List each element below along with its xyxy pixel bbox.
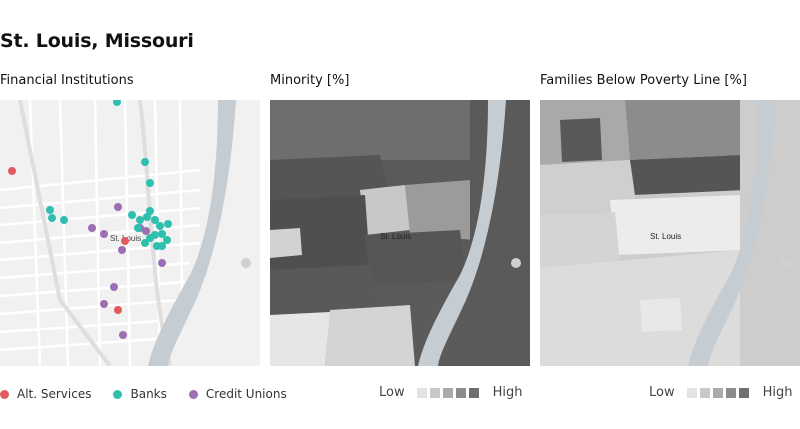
minority-canvas: St. Louis (270, 100, 530, 366)
tract (270, 265, 380, 315)
panel-title-financial-institutions: Financial Institutions (0, 73, 134, 88)
scale-swatch (699, 387, 710, 398)
tract (625, 100, 740, 160)
river-marker (511, 258, 521, 268)
alt-services-point[interactable] (121, 237, 129, 245)
scale-low-label: Low (649, 385, 675, 400)
credit-unions-point[interactable] (110, 283, 118, 291)
scale-swatch (429, 387, 440, 398)
panel-title-minority: Minority [%] (270, 73, 350, 88)
credit-unions-point[interactable] (118, 246, 126, 254)
panel-title-poverty: Families Below Poverty Line [%] (540, 73, 747, 88)
tract (325, 305, 415, 366)
tract (270, 100, 470, 160)
scale-swatch (468, 387, 479, 398)
scale-high-label: High (762, 385, 793, 400)
highway (18, 100, 112, 366)
banks-point[interactable] (134, 224, 142, 232)
legend-item-alt-services[interactable]: Alt. Services (0, 387, 91, 401)
credit-unions-point[interactable] (114, 203, 122, 211)
tract (470, 100, 530, 366)
tract (610, 195, 745, 255)
street-grid (0, 100, 201, 366)
credit-unions-point[interactable] (158, 259, 166, 267)
credit-unions-point[interactable] (88, 224, 96, 232)
scale-swatch (738, 387, 749, 398)
legend-item-credit-unions[interactable]: Credit Unions (188, 387, 287, 401)
banks-point[interactable] (136, 216, 144, 224)
banks-point[interactable] (146, 179, 154, 187)
minority-map[interactable]: St. Louis (270, 100, 530, 366)
tract (365, 230, 465, 285)
tract (270, 228, 302, 258)
financial-institutions-map[interactable]: St. Louis (0, 100, 260, 366)
mississippi-river (418, 100, 506, 366)
legend-item-banks[interactable]: Banks (113, 387, 167, 401)
minority-scale-legend: Low High (379, 385, 523, 400)
mississippi-river (148, 100, 236, 366)
tract (360, 185, 410, 235)
banks-point[interactable] (128, 211, 136, 219)
poverty-canvas: St. Louis (540, 100, 800, 366)
tract (540, 212, 620, 268)
banks-swatch (113, 389, 123, 399)
scale-swatch (455, 387, 466, 398)
mississippi-river (688, 100, 776, 366)
map-canvas: St. Louis (0, 100, 251, 366)
scale-swatch (686, 387, 697, 398)
credit-unions-swatch (188, 389, 198, 399)
poverty-map[interactable]: St. Louis (540, 100, 800, 366)
banks-point[interactable] (46, 206, 54, 214)
tract (270, 312, 330, 366)
banks-point[interactable] (113, 100, 121, 106)
tract (640, 298, 682, 332)
city-label: St. Louis (650, 232, 681, 241)
tract (740, 100, 800, 366)
scale-high-label: High (492, 385, 523, 400)
scale-low-label: Low (379, 385, 405, 400)
institution-points (8, 100, 172, 339)
banks-point[interactable] (151, 216, 159, 224)
credit-unions-point[interactable] (100, 230, 108, 238)
banks-point[interactable] (158, 230, 166, 238)
alt-services-swatch (0, 389, 9, 399)
banks-point[interactable] (156, 222, 164, 230)
banks-point[interactable] (60, 216, 68, 224)
credit-unions-point[interactable] (100, 300, 108, 308)
legend-label: Credit Unions (205, 387, 287, 401)
tract (270, 155, 390, 200)
river-marker (241, 258, 251, 268)
banks-point[interactable] (153, 242, 161, 250)
page-title: St. Louis, Missouri (0, 30, 194, 52)
legend-label: Banks (130, 387, 167, 401)
banks-point[interactable] (163, 236, 171, 244)
tract (405, 180, 475, 240)
credit-unions-point[interactable] (142, 227, 150, 235)
banks-point[interactable] (143, 213, 151, 221)
river-marker (781, 258, 791, 268)
scale-swatch (712, 387, 723, 398)
institution-legend: Alt. Services Banks Credit Unions (0, 387, 309, 401)
city-label: St. Louis (380, 232, 411, 241)
banks-point[interactable] (141, 239, 149, 247)
scale-swatch (442, 387, 453, 398)
banks-point[interactable] (164, 220, 172, 228)
banks-point[interactable] (151, 231, 159, 239)
banks-point[interactable] (141, 158, 149, 166)
alt-services-point[interactable] (8, 167, 16, 175)
scale-swatch (725, 387, 736, 398)
banks-point[interactable] (146, 207, 154, 215)
tract (560, 118, 602, 162)
legend-label: Alt. Services (17, 387, 92, 401)
scale-swatch (416, 387, 427, 398)
tract (630, 155, 745, 195)
credit-unions-point[interactable] (119, 331, 127, 339)
alt-services-point[interactable] (114, 306, 122, 314)
poverty-scale-legend: Low High (649, 385, 793, 400)
banks-point[interactable] (48, 214, 56, 222)
